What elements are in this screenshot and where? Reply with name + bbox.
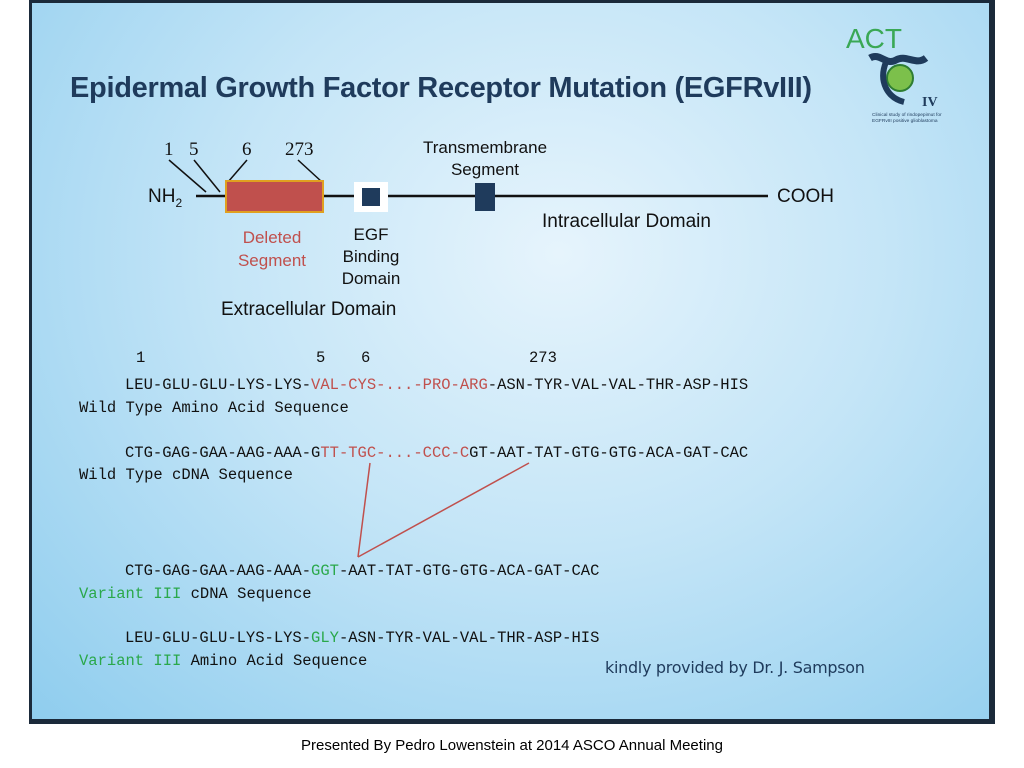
- slide-background: [32, 3, 989, 719]
- wild-type-amino-acid-label: Wild Type Amino Acid Sequence: [79, 399, 349, 417]
- wt-aa-deleted-part: VAL-CYS-...-PRO-ARG: [311, 376, 488, 394]
- logo-brain-icon: [886, 64, 914, 92]
- label-transmembrane-line2: Segment: [450, 160, 520, 179]
- seq-position-6: 6: [361, 349, 371, 367]
- tick-pos-1: [168, 159, 207, 193]
- label-deleted-line1: Deleted: [242, 228, 302, 247]
- label-nh2-main: NH: [148, 186, 176, 207]
- var-cdna-part-a: CTG-GAG-GAA-AAG-AAA-: [125, 562, 312, 580]
- junction-line-right: [357, 462, 530, 558]
- logo-act-text: ACT: [846, 23, 902, 54]
- label-egf-binding-domain: EGF Binding Domain: [331, 224, 411, 290]
- egf-binding-domain-core: [362, 188, 380, 206]
- variant-iii-cdna-label: Variant III cDNA Sequence: [79, 585, 312, 603]
- credit-text: kindly provided by Dr. J. Sampson: [605, 658, 865, 677]
- label-pos-6: 6: [242, 139, 252, 160]
- logo-roman-text: IV: [922, 95, 938, 110]
- slide-frame: [29, 0, 995, 724]
- variant-iii-cdna-sequence: CTG-GAG-GAA-AAG-AAA-GGT-AAT-TAT-GTG-GTG-…: [125, 562, 599, 580]
- wt-cdna-part-a: CTG-GAG-GAA-AAG-AAA-G: [125, 444, 321, 462]
- slide-title: Epidermal Growth Factor Receptor Mutatio…: [70, 72, 812, 104]
- tick-pos-273: [297, 159, 323, 183]
- var-cdna-junction-codon: GGT: [311, 562, 339, 580]
- label-pos-273: 273: [285, 139, 314, 160]
- label-pos-5: 5: [189, 139, 199, 160]
- label-deleted-segment: Deleted Segment: [224, 226, 320, 272]
- junction-line-left: [357, 462, 371, 558]
- var-cdna-part-c: -AAT-TAT-GTG-GTG-ACA-GAT-CAC: [338, 562, 600, 580]
- label-transmembrane-line1: Transmembrane: [422, 138, 548, 157]
- wild-type-cdna-label: Wild Type cDNA Sequence: [79, 466, 293, 484]
- logo-swirl-icon: [880, 60, 905, 105]
- label-egf-line3: Domain: [341, 269, 401, 288]
- wt-aa-part-a: LEU-GLU-GLU-LYS-LYS-: [125, 376, 312, 394]
- var-aa-junction-residue: GLY: [311, 629, 339, 647]
- wt-cdna-part-c: GT-AAT-TAT-GTG-GTG-ACA-GAT-CAC: [469, 444, 749, 462]
- seq-position-5: 5: [316, 349, 326, 367]
- logo-ribbon-icon: [868, 53, 929, 65]
- label-egf-line1: EGF: [353, 225, 389, 244]
- variant-iii-amino-acid-sequence: LEU-GLU-GLU-LYS-LYS-GLY-ASN-TYR-VAL-VAL-…: [125, 629, 599, 647]
- wild-type-amino-acid-sequence: LEU-GLU-GLU-LYS-LYS-VAL-CYS-...-PRO-ARG-…: [125, 376, 748, 394]
- variant-iii-amino-acid-label: Variant III Amino Acid Sequence: [79, 652, 367, 670]
- label-extracellular-domain: Extracellular Domain: [221, 299, 397, 320]
- wt-aa-part-c: -ASN-TYR-VAL-VAL-THR-ASP-HIS: [487, 376, 749, 394]
- var-aa-part-c: -ASN-TYR-VAL-VAL-THR-ASP-HIS: [338, 629, 600, 647]
- var-cdna-label-variant: Variant III: [79, 585, 182, 603]
- label-transmembrane-segment: Transmembrane Segment: [410, 137, 560, 181]
- wt-cdna-deleted-part: TT-TGC-...-CCC-C: [320, 444, 470, 462]
- logo-caption-1: Clinical study of rindopepimut for: [872, 112, 942, 118]
- deleted-segment-box: [225, 180, 324, 213]
- label-pos-1: 1: [164, 139, 174, 160]
- act-iv-logo: ACT IV Clinical study of rindopepimut fo…: [846, 23, 942, 124]
- wild-type-cdna-sequence: CTG-GAG-GAA-AAG-AAA-GTT-TGC-...-CCC-CGT-…: [125, 444, 748, 462]
- tick-pos-6: [227, 159, 248, 183]
- seq-position-273: 273: [529, 349, 557, 367]
- transmembrane-segment-box: [475, 183, 495, 211]
- label-intracellular-domain: Intracellular Domain: [542, 211, 711, 232]
- var-aa-label-rest: Amino Acid Sequence: [181, 652, 368, 670]
- label-nh2-subscript: 2: [175, 195, 183, 210]
- label-egf-line2: Binding: [342, 247, 400, 266]
- label-deleted-line2: Segment: [237, 251, 307, 270]
- tick-pos-5: [193, 159, 221, 193]
- var-aa-part-a: LEU-GLU-GLU-LYS-LYS-: [125, 629, 312, 647]
- label-cooh: COOH: [777, 186, 834, 207]
- seq-position-1: 1: [136, 349, 146, 367]
- egfr-domain-diagram: [168, 159, 768, 213]
- var-aa-label-variant: Variant III: [79, 652, 182, 670]
- logo-caption-2: EGFRvIII positive glioblastoma: [872, 118, 938, 124]
- label-nh2: NH2: [148, 186, 182, 210]
- deletion-junction-lines: [357, 462, 530, 558]
- var-cdna-label-rest: cDNA Sequence: [181, 585, 312, 603]
- footer-text: Presented By Pedro Lowenstein at 2014 AS…: [301, 737, 723, 754]
